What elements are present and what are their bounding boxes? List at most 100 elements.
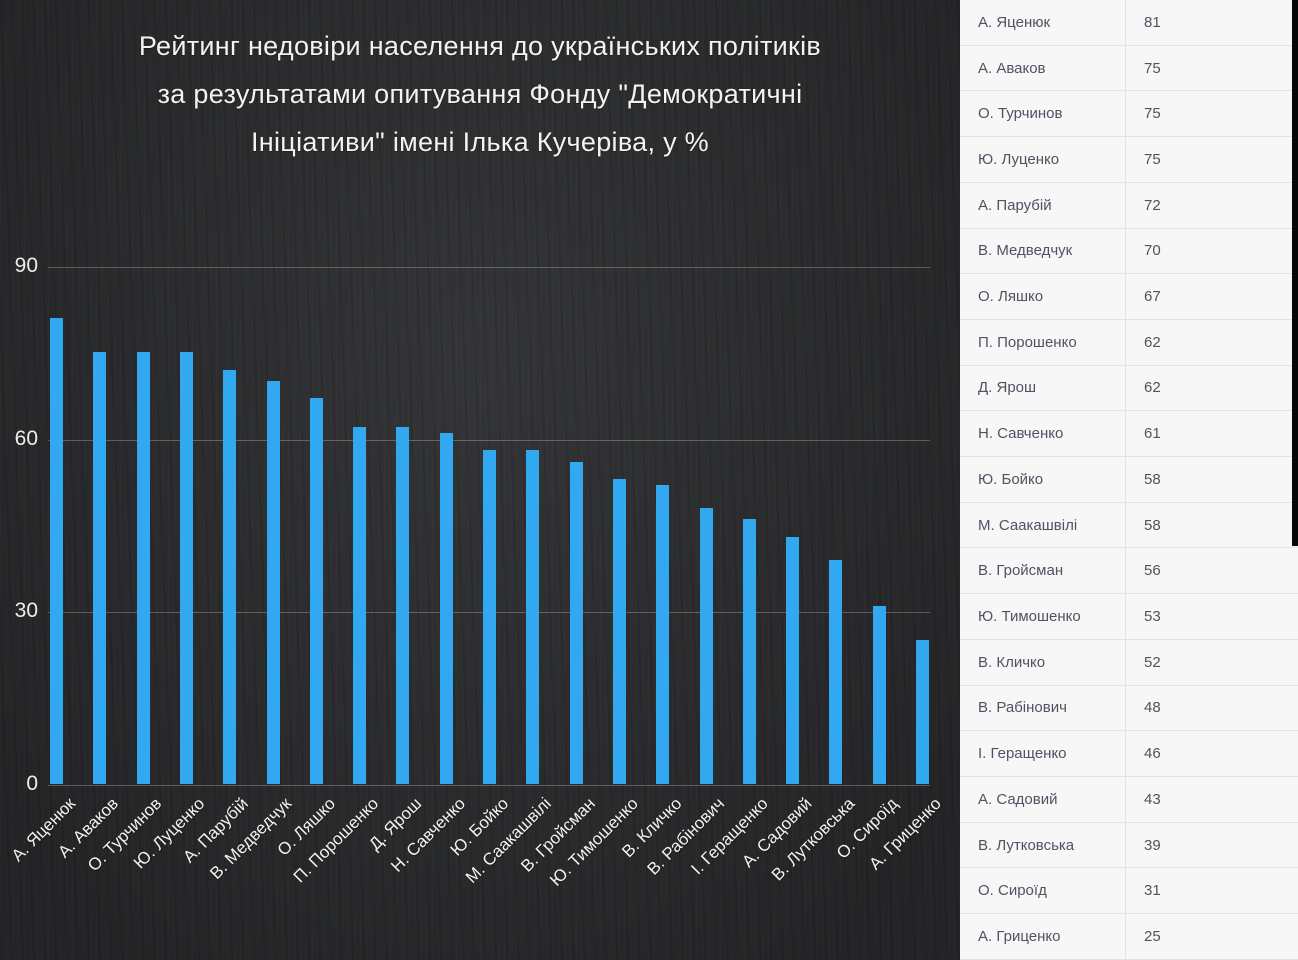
distrust-value-cell: 48 (1125, 685, 1298, 731)
table-row: П. Порошенко 62 (960, 319, 1298, 366)
table-scrollbar-strip (1292, 0, 1298, 546)
politician-name-cell: Ю. Тимошенко (978, 607, 1081, 625)
politician-name-cell: В. Гройсман (978, 562, 1064, 580)
bar (483, 450, 496, 784)
distrust-value-cell: 75 (1125, 137, 1298, 182)
y-axis-tick-label: 30 (14, 599, 38, 623)
distrust-value-cell: 31 (1125, 868, 1298, 914)
distrust-value-cell: 67 (1125, 274, 1298, 319)
table-row: В. Кличко 52 (960, 639, 1298, 686)
distrust-value-cell: 52 (1125, 639, 1298, 685)
politician-name-cell: О. Сироїд (978, 882, 1047, 900)
politician-name-cell: О. Турчинов (978, 105, 1063, 123)
y-axis-tick-label: 60 (14, 426, 38, 450)
politician-name-cell: А. Гриценко (978, 927, 1061, 945)
distrust-value-cell: 56 (1125, 548, 1298, 594)
table-row: І. Геращенко 46 (960, 731, 1298, 777)
table-row: В. Рабінович 48 (960, 685, 1298, 732)
bar (93, 352, 107, 784)
table-row: О. Турчинов 75 (960, 91, 1298, 138)
bar (526, 450, 540, 784)
table-row: М. Саакашвілі 58 (960, 502, 1298, 549)
distrust-value-cell: 53 (1125, 594, 1298, 639)
politician-name-cell: В. Лутковська (978, 836, 1075, 854)
distrust-value-cell: 62 (1125, 365, 1298, 411)
bar (136, 352, 150, 784)
bar (266, 381, 280, 784)
bar (179, 352, 193, 784)
politician-name-cell: Н. Савченко (978, 425, 1064, 443)
table-row: А. Аваков 75 (960, 45, 1298, 92)
bar (829, 559, 843, 784)
bar (569, 461, 583, 784)
bar (353, 427, 367, 784)
bar (223, 369, 237, 784)
politician-name-cell: М. Саакашвілі (978, 516, 1078, 534)
chart-title-line-3: Ініціативи" імені Ілька Кучеріва, у % (251, 127, 709, 157)
politician-name-cell: П. Порошенко (978, 333, 1077, 351)
bar (699, 507, 713, 784)
distrust-value-cell: 75 (1125, 45, 1298, 91)
table-row: Ю. Бойко 58 (960, 457, 1298, 503)
chart-title-line-2: за результатами опитування Фонду "Демокр… (157, 79, 803, 109)
table-row: А. Яценюк 81 (960, 0, 1298, 46)
distrust-value-cell: 75 (1125, 91, 1298, 137)
distrust-value-cell: 58 (1125, 457, 1298, 502)
table-row: В. Гройсман 56 (960, 548, 1298, 595)
politician-name-cell: А. Парубій (978, 196, 1052, 214)
bar (50, 317, 63, 784)
bar (656, 484, 670, 784)
bar (786, 536, 800, 784)
table-row: О. Ляшко 67 (960, 274, 1298, 320)
distrust-value-cell: 62 (1125, 319, 1298, 365)
table-row: В. Медведчук 70 (960, 228, 1298, 275)
distrust-value-cell: 70 (1125, 228, 1298, 274)
gridline-90 (48, 267, 930, 268)
politician-name-cell: В. Кличко (978, 653, 1046, 671)
bar (742, 519, 756, 784)
table-row: В. Лутковська 39 (960, 822, 1298, 869)
table-row: О. Сироїд 31 (960, 868, 1298, 915)
chart-panel: Рейтинг недовіри населення до українськи… (0, 0, 960, 960)
distrust-value-cell: 25 (1125, 914, 1298, 959)
distrust-value-cell: 46 (1125, 731, 1298, 776)
politician-name-cell: В. Рабінович (978, 699, 1067, 717)
table-row: А. Гриценко 25 (960, 914, 1298, 960)
table-row: А. Садовий 43 (960, 776, 1298, 823)
table-row: Н. Савченко 61 (960, 411, 1298, 458)
distrust-value-cell: 43 (1125, 776, 1298, 822)
bar (872, 605, 886, 784)
gridline-60 (48, 439, 930, 441)
distrust-value-cell: 39 (1125, 822, 1298, 868)
table-row: А. Парубій 72 (960, 182, 1298, 229)
distrust-value-cell: 58 (1125, 502, 1298, 548)
chart-title: Рейтинг недовіри населення до українськи… (30, 22, 930, 166)
gridline-0 (48, 785, 930, 786)
table-row: Ю. Луценко 75 (960, 137, 1298, 183)
politician-name-cell: В. Медведчук (978, 242, 1073, 260)
bar (396, 427, 410, 784)
politician-name-cell: О. Ляшко (978, 288, 1044, 306)
bar (612, 478, 626, 784)
y-axis-tick-label: 90 (14, 254, 38, 277)
politician-name-cell: Ю. Луценко (978, 150, 1060, 168)
distrust-value-cell: 72 (1125, 182, 1298, 228)
politician-name-cell: Ю. Бойко (978, 470, 1044, 488)
politician-name-cell: А. Яценюк (978, 13, 1051, 31)
bar (916, 640, 929, 784)
table-row: Ю. Тимошенко 53 (960, 594, 1298, 640)
politician-name-cell: Д. Ярош (978, 379, 1037, 397)
results-table: А. Яценюк 81 А. Аваков 75 О. Турчинов 75 Ю. Лу… (960, 0, 1298, 960)
bar (439, 432, 453, 784)
politician-name-cell: І. Геращенко (978, 745, 1067, 763)
y-axis-tick-label: 0 (26, 772, 38, 795)
distrust-value-cell: 81 (1125, 0, 1298, 45)
chart-title-line-1: Рейтинг недовіри населення до українськи… (138, 31, 822, 61)
bar-chart: 0 30 60 90 А. Яценюк А. Аваков О. Турчинов Ю. Л… (8, 254, 945, 890)
distrust-value-cell: 61 (1125, 411, 1298, 457)
politician-name-cell: А. Садовий (978, 790, 1058, 808)
politician-name-cell: А. Аваков (978, 59, 1046, 77)
bar (309, 398, 323, 784)
table-row: Д. Ярош 62 (960, 365, 1298, 412)
